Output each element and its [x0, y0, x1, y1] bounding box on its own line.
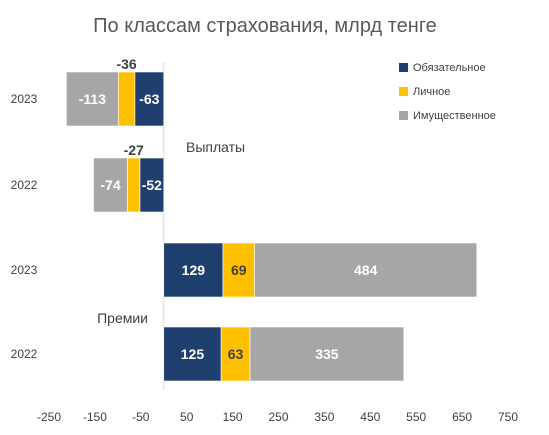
x-tick-label: 450	[360, 410, 380, 424]
legend-label: Обязательное	[413, 62, 486, 74]
legend: Обязательное Личное Имущественное	[399, 62, 496, 122]
bar-segment	[66, 71, 119, 127]
bar-segment	[249, 326, 405, 382]
data-label: 484	[354, 262, 378, 278]
data-label: -74	[100, 177, 120, 193]
x-tick-label: 150	[223, 410, 243, 424]
data-label-outside: -27	[124, 142, 144, 158]
x-tick-label: 350	[314, 410, 334, 424]
x-tick-label: 750	[498, 410, 518, 424]
x-axis-ticks: -250 -150 -50 50 150 250 350 450 550 650 750	[37, 410, 518, 424]
group-label: Премии	[97, 310, 148, 326]
data-label: 129	[182, 262, 206, 278]
group-label: Выплаты	[186, 139, 245, 155]
bar-segment	[93, 157, 128, 213]
bar-segment	[222, 242, 255, 298]
x-tick-label: 250	[268, 410, 288, 424]
data-label: 63	[228, 346, 244, 362]
x-tick-label: 650	[452, 410, 472, 424]
legend-label: Имущественное	[413, 110, 496, 122]
data-label-outside: -36	[116, 56, 136, 72]
bar-segment	[118, 71, 136, 127]
legend-swatch	[399, 87, 408, 96]
legend-label: Личное	[413, 86, 450, 98]
category-label: 2023	[11, 263, 38, 277]
data-label: -113	[79, 91, 106, 107]
data-label: -63	[139, 91, 159, 107]
bar-segment	[163, 326, 222, 382]
bar-segment	[134, 71, 165, 127]
bar-segment	[254, 242, 478, 298]
group-labels: Выплаты Премии	[97, 139, 245, 326]
bar-segment	[127, 157, 141, 213]
category-label: 2023	[11, 92, 38, 106]
data-label: -52	[142, 177, 162, 193]
x-tick-label: -250	[37, 410, 61, 424]
data-label: 335	[315, 346, 339, 362]
bars	[66, 71, 478, 382]
x-tick-label: -50	[132, 410, 150, 424]
legend-swatch	[399, 63, 408, 72]
category-label: 2022	[11, 347, 38, 361]
data-label: 125	[181, 346, 205, 362]
category-label: 2022	[11, 178, 38, 192]
x-tick-label: 550	[406, 410, 426, 424]
data-label: 69	[231, 262, 247, 278]
chart-title: По классам страхования, млрд тенге	[93, 15, 437, 37]
y-axis-categories: 2023 2022 2023 2022	[11, 92, 38, 361]
bar-segment	[163, 242, 224, 298]
x-tick-label: 50	[180, 410, 194, 424]
data-labels: -63 -113 -52 -74 129 69 484 125 63 335 -36 -27	[79, 56, 378, 362]
legend-swatch	[399, 111, 408, 120]
x-tick-label: -150	[83, 410, 107, 424]
bar-segment	[220, 326, 251, 382]
